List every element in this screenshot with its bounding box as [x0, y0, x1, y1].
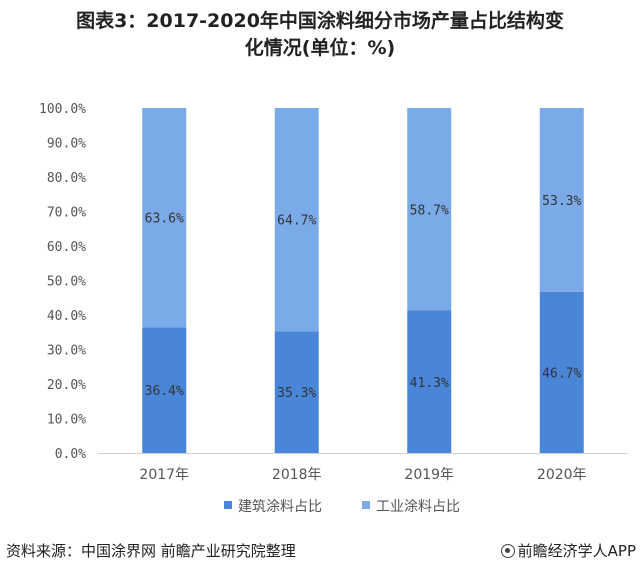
source-note: 资料来源：中国涂界网 前瞻产业研究院整理: [6, 542, 296, 560]
bar-segment-architectural: [539, 291, 584, 453]
legend-swatch: [224, 501, 232, 509]
y-tick-label: 100.0%: [39, 102, 86, 117]
data-label: 46.7%: [542, 366, 581, 381]
data-label: 58.7%: [410, 203, 449, 218]
bar-segment-industrial: [274, 108, 319, 332]
y-axis: 0.0% 10.0% 20.0% 30.0% 40.0% 50.0% 60.0% 70.0% 8…: [39, 102, 86, 462]
y-tick-label: 0.0%: [55, 447, 86, 462]
chart-title: 图表3：2017-2020年中国涂料细分市场产量占比结构变 化情况(单位：%): [0, 8, 640, 62]
brand-name: 前瞻经济学人APP: [517, 542, 636, 560]
legend-label: 建筑涂料占比: [238, 499, 322, 515]
data-label: 53.3%: [542, 194, 581, 209]
y-tick-label: 80.0%: [47, 171, 86, 186]
legend-label: 工业涂料占比: [376, 499, 460, 515]
bar-segment-architectural: [407, 310, 452, 453]
legend: 建筑涂料占比 工业涂料占比: [224, 499, 460, 515]
bars: 36.4% 63.6% 35.3% 64.7% 41.3% 58.7% 46.7% 53.3%: [142, 108, 584, 453]
y-tick-label: 70.0%: [47, 206, 86, 221]
x-tick-label: 2019年: [404, 467, 454, 483]
bar-segment-industrial: [539, 108, 584, 292]
data-label: 41.3%: [410, 376, 449, 391]
data-label: 36.4%: [145, 384, 184, 399]
y-tick-label: 60.0%: [47, 240, 86, 255]
y-tick-label: 90.0%: [47, 137, 86, 152]
chart-title-line-1: 图表3：2017-2020年中国涂料细分市场产量占比结构变: [76, 10, 564, 32]
x-axis: 2017年 2018年 2019年 2020年: [98, 453, 628, 483]
bar-segment-architectural: [142, 327, 187, 453]
bar-segment-industrial: [142, 108, 187, 328]
x-tick-label: 2017年: [139, 467, 189, 483]
brand-logo-icon: [500, 544, 515, 558]
x-tick-label: 2018年: [272, 467, 322, 483]
y-tick-label: 30.0%: [47, 344, 86, 359]
y-tick-label: 40.0%: [47, 309, 86, 324]
chart-title-line-2: 化情况(单位：%): [244, 37, 396, 59]
bar-segment-architectural: [274, 331, 319, 453]
y-tick-label: 10.0%: [47, 413, 86, 428]
data-label: 63.6%: [145, 212, 184, 227]
y-tick-label: 50.0%: [47, 275, 86, 290]
data-label: 35.3%: [277, 386, 316, 401]
bar-segment-industrial: [407, 108, 452, 311]
brand: 前瞻经济学人APP: [500, 540, 636, 561]
legend-swatch: [362, 501, 370, 509]
x-tick-label: 2020年: [537, 467, 587, 483]
data-label: 64.7%: [277, 214, 316, 229]
y-tick-label: 20.0%: [47, 378, 86, 393]
